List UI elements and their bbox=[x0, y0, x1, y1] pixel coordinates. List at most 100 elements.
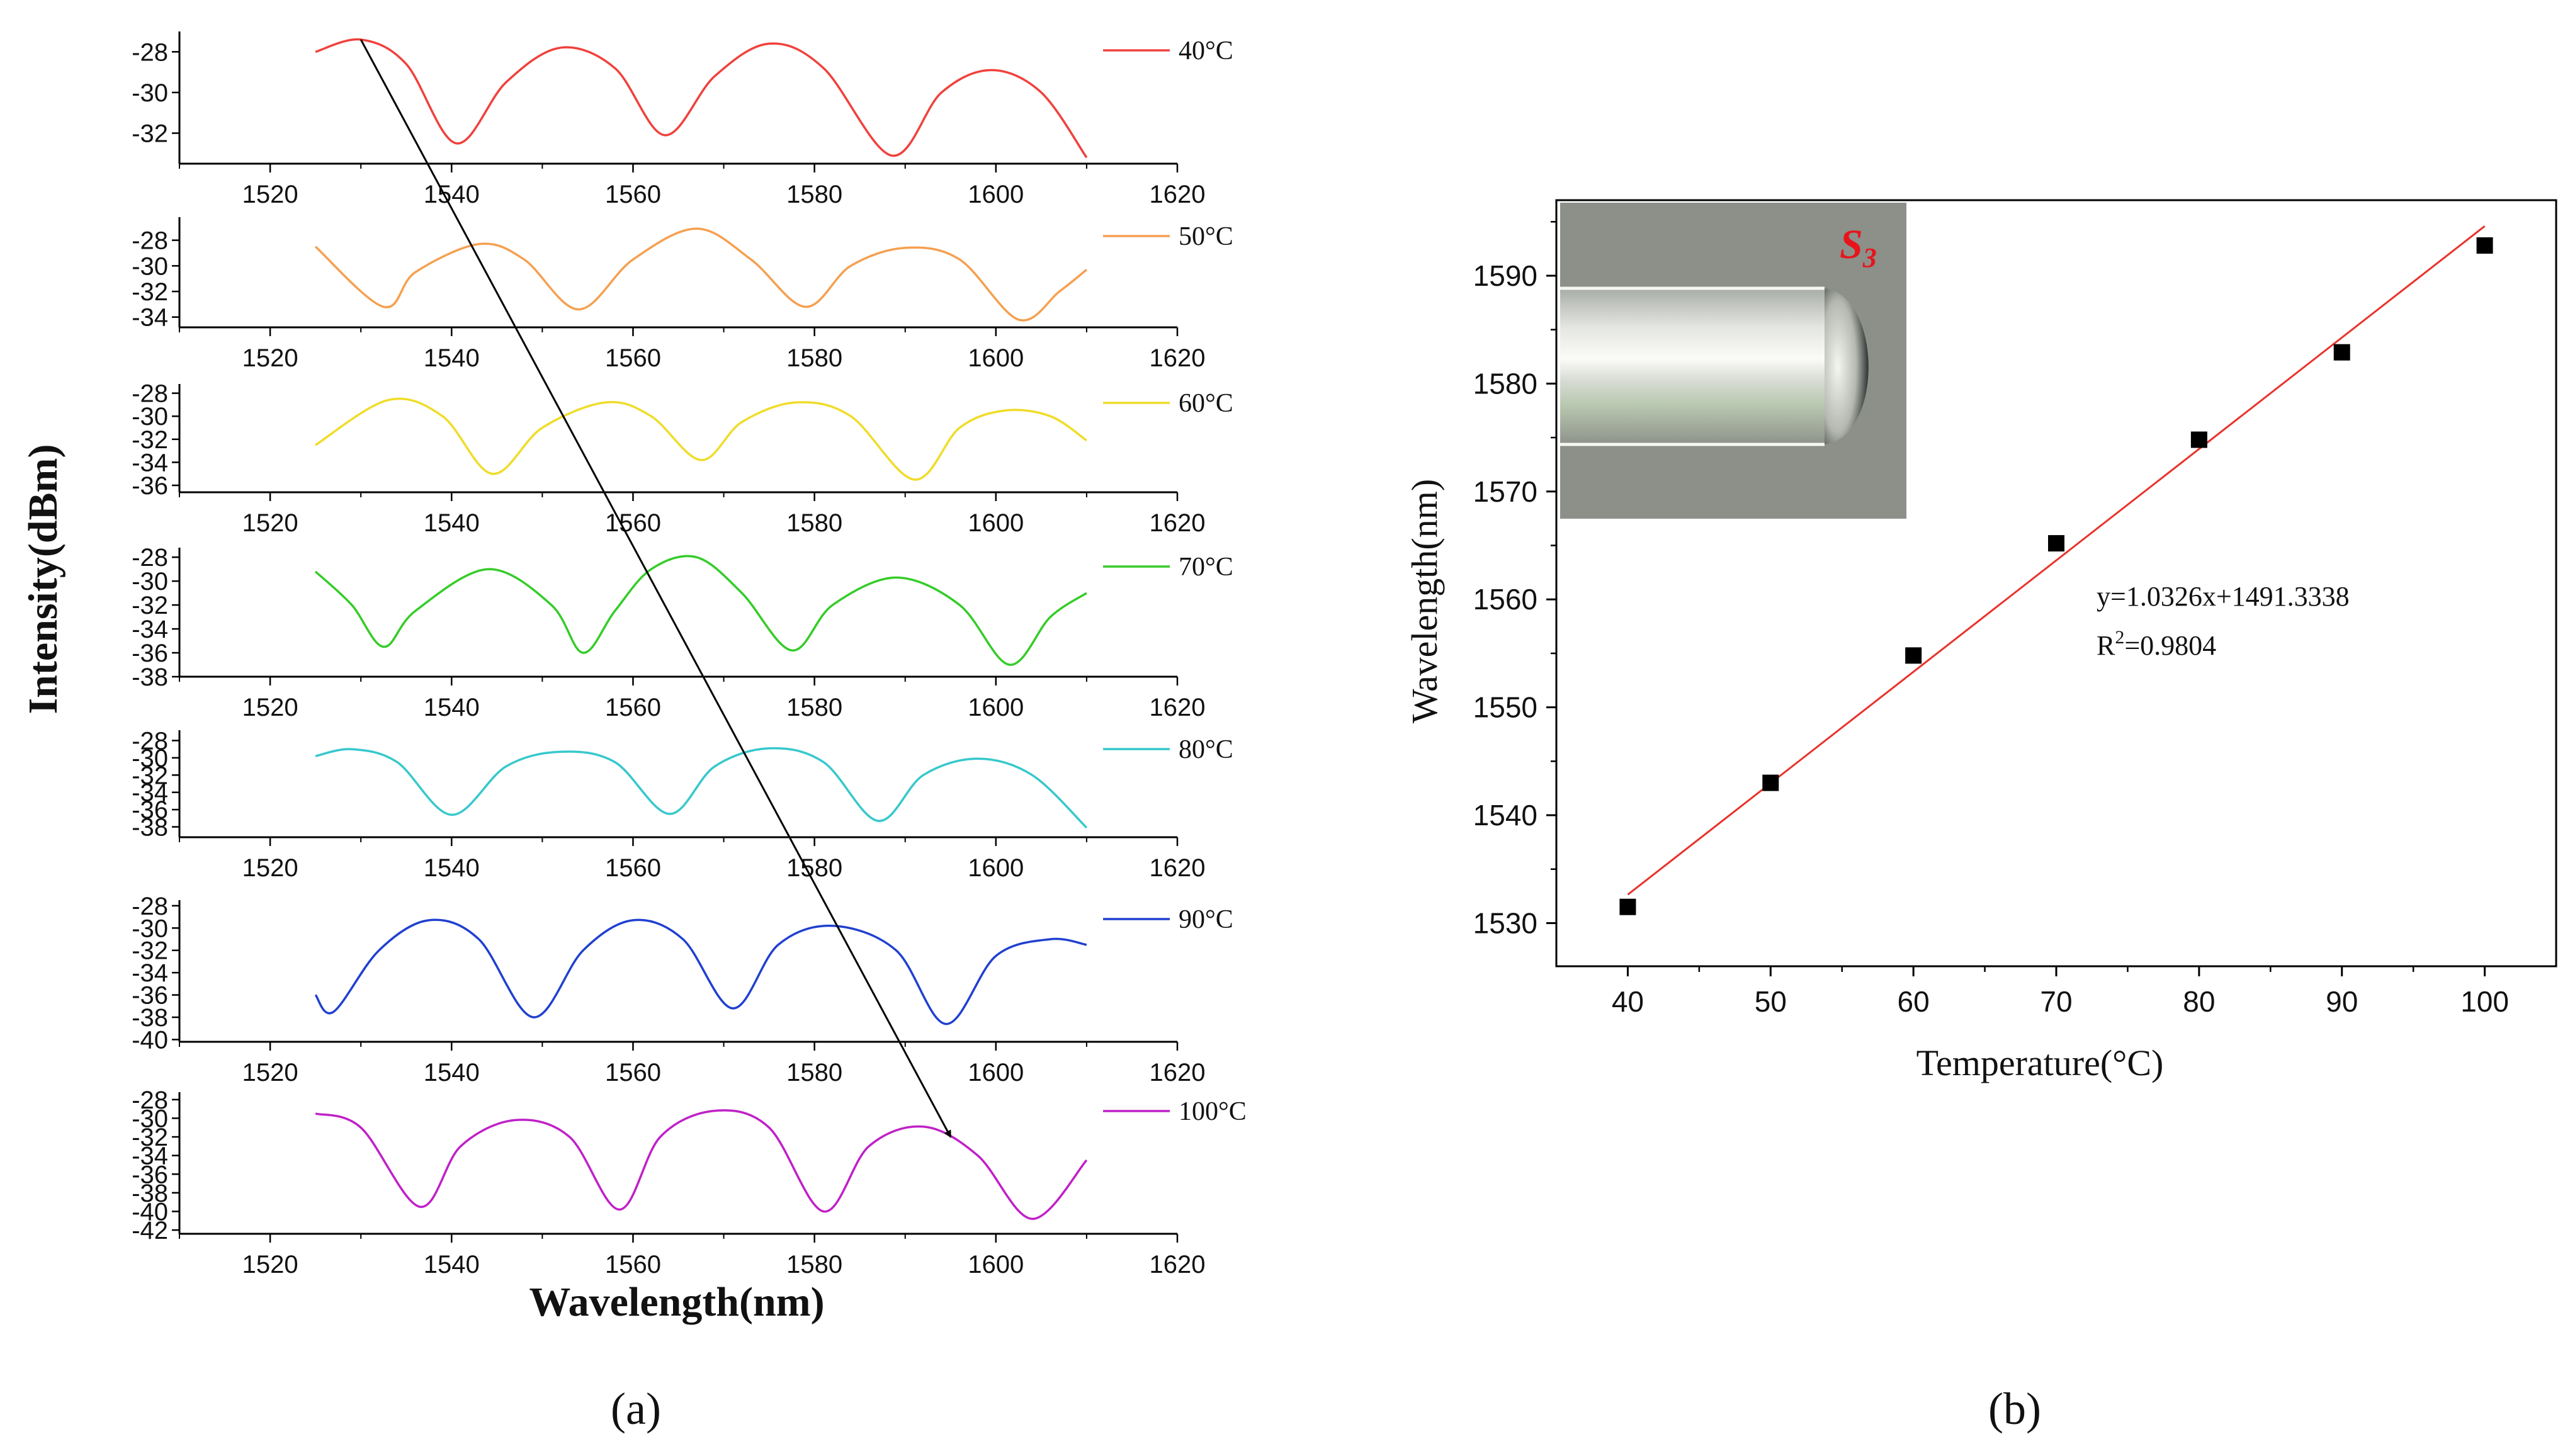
y-tick-label: -28 bbox=[132, 727, 168, 755]
data-point bbox=[2476, 237, 2493, 254]
x-tick-label: 1520 bbox=[242, 1251, 298, 1278]
y-tick-label: -32 bbox=[132, 592, 168, 619]
fit-equation: y=1.0326x+1491.3338 bbox=[2097, 581, 2350, 612]
x-tick-label: 1560 bbox=[605, 1251, 661, 1278]
x-tick-label: 100 bbox=[2460, 985, 2509, 1018]
panel-b-x-axis-title: Temperature(°C) bbox=[1916, 1042, 2164, 1083]
y-tick-label: -36 bbox=[132, 982, 168, 1010]
fit-r-squared: R2=0.9804 bbox=[2097, 627, 2216, 661]
x-tick-label: 1620 bbox=[1150, 854, 1206, 882]
panel-a-label: (a) bbox=[611, 1384, 661, 1434]
y-tick-label: -28 bbox=[132, 227, 168, 255]
legend-label: 50°C bbox=[1179, 222, 1233, 251]
y-tick-label: -38 bbox=[132, 663, 168, 691]
series-line bbox=[315, 397, 1087, 481]
spectrum-panel: -28-30-32-34-36-38 1520 1540 1560 1580 1600 16… bbox=[132, 544, 1233, 721]
y-tick-label: -28 bbox=[132, 544, 168, 572]
x-tick-label: 50 bbox=[1755, 985, 1787, 1018]
x-tick-label: 1520 bbox=[242, 694, 298, 721]
series-line bbox=[315, 1109, 1088, 1221]
y-tick-label: -28 bbox=[132, 380, 168, 408]
spectrum-panel: -28-30-32-34-36-38-40-42 1520 1540 1560 1580… bbox=[132, 1086, 1247, 1278]
y-tick-label: -34 bbox=[132, 1143, 168, 1170]
x-tick-label: 1580 bbox=[786, 181, 842, 208]
data-point bbox=[1762, 774, 1779, 791]
y-tick-label: -38 bbox=[132, 1180, 168, 1207]
y-tick-label: -38 bbox=[132, 1004, 168, 1032]
panel-b-label: (b) bbox=[1988, 1384, 2041, 1434]
y-tick-label: -36 bbox=[132, 796, 168, 824]
y-tick-label: -30 bbox=[132, 1105, 168, 1132]
y-tick-label: -34 bbox=[132, 304, 168, 332]
y-tick-label: -28 bbox=[132, 1086, 168, 1114]
panel-a-y-axis-title: Intensity(dBm) bbox=[20, 444, 66, 714]
series-line bbox=[314, 918, 1087, 1025]
legend-label: 80°C bbox=[1179, 735, 1233, 764]
x-tick-label: 1540 bbox=[424, 854, 480, 882]
fiber-body bbox=[1560, 288, 1825, 444]
x-tick-label: 1620 bbox=[1150, 509, 1206, 537]
spectrum-panel: -28-30-32-34 1520 1540 1560 1580 1600 1620 50°C bbox=[132, 217, 1233, 372]
x-tick-label: 1600 bbox=[968, 1251, 1024, 1278]
data-point bbox=[2333, 344, 2350, 361]
y-tick-label: -34 bbox=[132, 616, 168, 643]
data-point bbox=[1619, 898, 1636, 915]
x-tick-label: 1540 bbox=[424, 1251, 480, 1278]
spectrum-panel: -28-30-32-34-36-38 1520 1540 1560 1580 1600 16… bbox=[132, 727, 1233, 882]
panel-b-linear-fit: 40 50 60 70 80 90 100 1530 1540 1550 1560 1570 1580 1… bbox=[1473, 199, 2557, 1018]
y-tick-label: -34 bbox=[132, 449, 168, 477]
x-tick-label: 90 bbox=[2326, 985, 2358, 1018]
y-tick-label: -32 bbox=[132, 762, 168, 789]
inset-image: S3 bbox=[1560, 203, 1906, 519]
x-tick-label: 1600 bbox=[968, 344, 1024, 372]
x-tick-label: 1560 bbox=[605, 694, 661, 721]
x-tick-label: 1540 bbox=[424, 344, 480, 372]
x-tick-label: 1600 bbox=[968, 181, 1024, 208]
y-tick-label: -30 bbox=[132, 745, 168, 772]
y-tick-label: -36 bbox=[132, 472, 168, 500]
y-tick-label: -30 bbox=[132, 915, 168, 942]
x-tick-label: 1600 bbox=[968, 1059, 1024, 1086]
y-tick-label: -30 bbox=[132, 252, 168, 280]
x-tick-label: 1520 bbox=[242, 1059, 298, 1086]
x-tick-label: 1600 bbox=[968, 854, 1024, 882]
series-line bbox=[314, 555, 1087, 666]
series-line bbox=[315, 38, 1088, 159]
x-tick-label: 1560 bbox=[605, 344, 661, 372]
spectrum-panel: -28-30-32-34-36-38-40 1520 1540 1560 1580 160… bbox=[132, 893, 1233, 1086]
y-tick-label: -32 bbox=[132, 1124, 168, 1151]
y-tick-label: 1590 bbox=[1473, 259, 1537, 292]
x-tick-label: 70 bbox=[2040, 985, 2072, 1018]
y-tick-label: -40 bbox=[132, 1198, 168, 1226]
x-tick-label: 1560 bbox=[605, 509, 661, 537]
x-tick-label: 1620 bbox=[1150, 1059, 1206, 1086]
data-point bbox=[2190, 431, 2207, 448]
y-tick-label: -34 bbox=[132, 959, 168, 987]
panel-a-x-axis-title: Wavelength(nm) bbox=[529, 1279, 824, 1325]
x-tick-label: 1560 bbox=[605, 854, 661, 882]
y-tick-label: -36 bbox=[132, 640, 168, 667]
x-tick-label: 1560 bbox=[605, 181, 661, 208]
x-tick-label: 1620 bbox=[1150, 344, 1206, 372]
x-tick-label: 1540 bbox=[424, 181, 480, 208]
y-tick-label: -28 bbox=[132, 893, 168, 920]
x-tick-label: 40 bbox=[1612, 985, 1644, 1018]
y-tick-label: -30 bbox=[132, 403, 168, 431]
x-tick-label: 1540 bbox=[424, 509, 480, 537]
y-tick-label: -30 bbox=[132, 568, 168, 595]
y-tick-label: 1580 bbox=[1473, 367, 1537, 400]
x-tick-label: 80 bbox=[2183, 985, 2215, 1018]
y-tick-label: -38 bbox=[132, 814, 168, 842]
series-line bbox=[314, 227, 1087, 322]
data-point bbox=[1905, 647, 1922, 664]
data-point bbox=[2048, 535, 2064, 552]
x-tick-label: 1620 bbox=[1150, 694, 1206, 721]
legend-label: 100°C bbox=[1179, 1097, 1247, 1126]
y-tick-label: -32 bbox=[132, 426, 168, 454]
y-tick-label: -32 bbox=[132, 278, 168, 306]
series-line bbox=[315, 747, 1088, 829]
trend-arrow bbox=[359, 39, 952, 1138]
x-tick-label: 1520 bbox=[242, 181, 298, 208]
spectrum-panel: -28-30-32-34-36 1520 1540 1560 1580 1600 1620 6… bbox=[132, 380, 1233, 537]
